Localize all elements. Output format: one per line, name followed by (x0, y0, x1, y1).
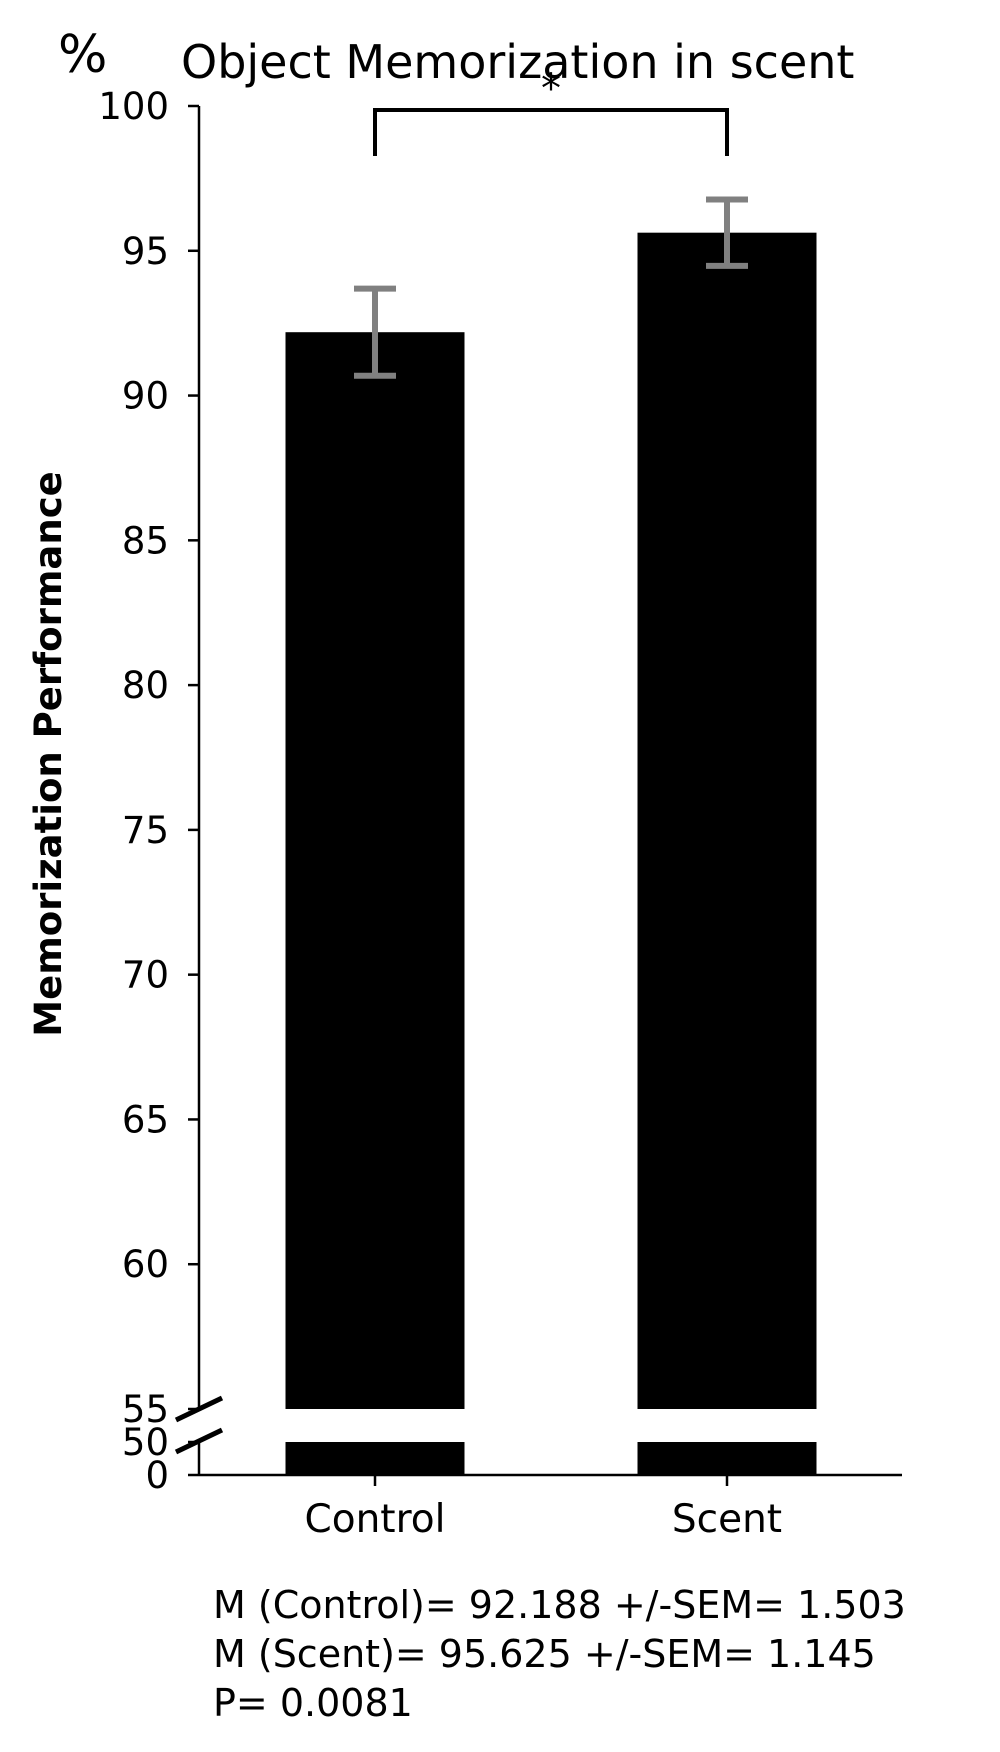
y-tick-label-75: 75 (122, 809, 169, 852)
y-tick-label-60: 60 (122, 1243, 169, 1286)
bar-control (285, 332, 465, 1409)
x-tick-label-scent: Scent (672, 1497, 782, 1542)
y-tick-label-85: 85 (122, 519, 169, 562)
bar-base-scent (637, 1442, 817, 1475)
y-tick-label-55: 55 (122, 1388, 169, 1431)
y-tick-label-80: 80 (122, 664, 169, 707)
y-tick-label-0: 0 (145, 1454, 169, 1497)
y-tick-label-50: 50 (122, 1421, 169, 1464)
y-tick-label-65: 65 (122, 1098, 169, 1141)
annotation-scent-stats: M (Scent)= 95.625 +/-SEM= 1.145 (213, 1632, 876, 1676)
bar-base-control (285, 1442, 465, 1475)
y-tick-label-100: 100 (98, 85, 169, 128)
unit-label: % (58, 25, 107, 85)
y-axis-label: Memorization Performance (27, 471, 70, 1036)
annotation-control-stats: M (Control)= 92.188 +/-SEM= 1.503 (213, 1583, 906, 1627)
bar-scent (637, 232, 817, 1410)
y-tick-label-95: 95 (122, 230, 169, 273)
y-tick-label-90: 90 (122, 375, 169, 418)
significance-label: * (541, 66, 561, 112)
x-tick-label-control: Control (305, 1497, 446, 1542)
y-tick-label-70: 70 (122, 954, 169, 997)
annotation-p-value: P= 0.0081 (213, 1681, 413, 1725)
chart-title: Object Memorization in scent (181, 35, 854, 89)
plot-area: 55 60 65 70 75 80 85 90 95 100 050 Control Scent * (98, 66, 902, 1542)
significance-bracket (373, 108, 729, 156)
